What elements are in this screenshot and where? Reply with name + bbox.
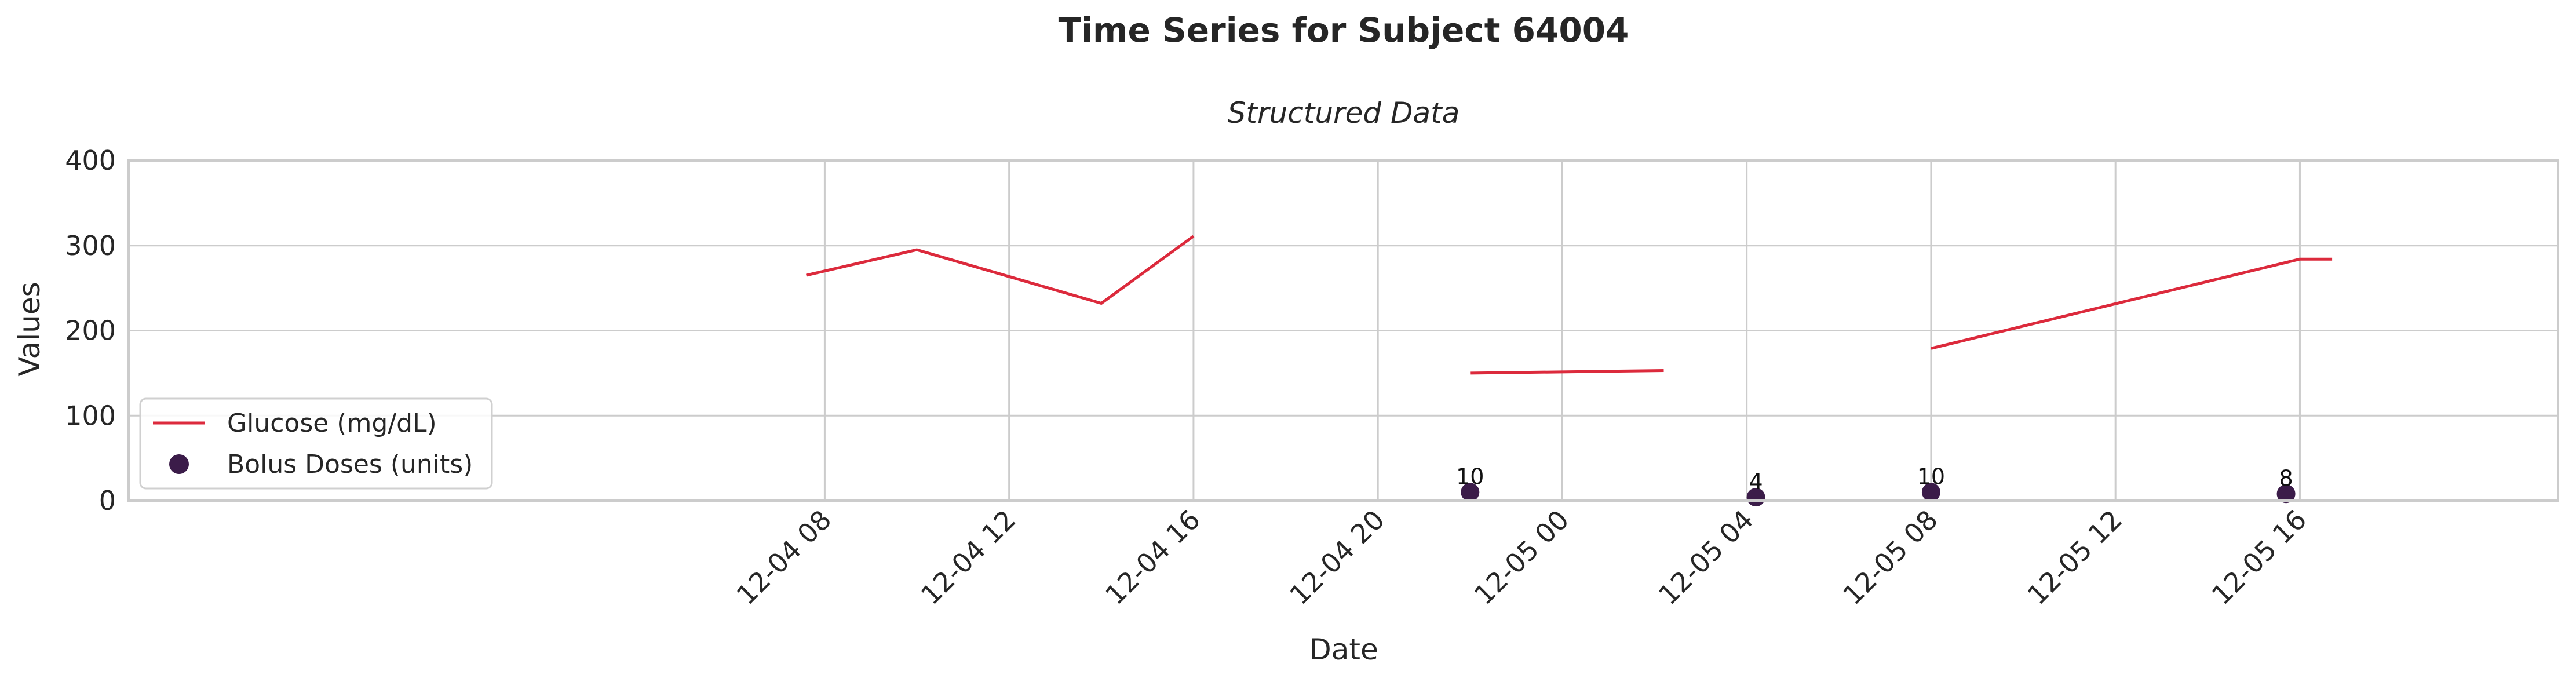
bolus-point [1746, 488, 1765, 507]
bolus-series: 10 4 10 8 [1456, 464, 2296, 507]
legend-bolus-swatch [169, 454, 189, 474]
bolus-value-label: 10 [1917, 464, 1945, 489]
legend-bolus-label: Bolus Doses (units) [227, 450, 473, 479]
x-tick-label: 12-05 00 [1468, 504, 1575, 611]
x-tick-label: 12-05 04 [1652, 504, 1759, 611]
x-tick-label: 12-05 08 [1837, 504, 1943, 611]
glucose-line-segment [1470, 369, 1664, 375]
bolus-point [2276, 484, 2296, 504]
x-tick-label: 12-05 12 [2022, 504, 2128, 611]
glucose-line-segment [806, 235, 1195, 305]
x-tick-label: 12-04 16 [1099, 504, 1206, 611]
x-tick-label: 12-05 16 [2206, 504, 2312, 611]
x-tick-label: 12-04 12 [915, 504, 1021, 611]
y-tick-label: 100 [65, 400, 116, 431]
bolus-value-label: 8 [2279, 465, 2293, 491]
bolus-point [1461, 483, 1480, 502]
glucose-line-segment [1931, 257, 2333, 350]
y-tick-label: 0 [99, 485, 116, 516]
y-tick-label: 200 [65, 315, 116, 347]
bolus-value-label: 10 [1456, 464, 1484, 489]
chart-title: Time Series for Subject 64004 [1059, 10, 1629, 50]
axis-ticks: 0 100 200 300 400 12-04 08 12-04 12 12-04 16 12-… [65, 145, 2312, 611]
x-axis-label: Date [1309, 633, 1378, 666]
y-tick-label: 300 [65, 230, 116, 261]
bolus-point [1921, 483, 1940, 502]
plot-frame [127, 159, 2559, 502]
glucose-series [806, 235, 2333, 375]
y-tick-label: 400 [65, 145, 116, 176]
grid [129, 159, 2558, 502]
legend-glucose-label: Glucose (mg/dL) [227, 409, 437, 438]
x-tick-label: 12-04 20 [1284, 504, 1391, 611]
legend-box [139, 397, 493, 490]
bolus-value-label: 4 [1749, 469, 1763, 494]
chart-subtitle: Structured Data [1228, 96, 1460, 130]
y-axis-label: Values [13, 282, 46, 376]
x-tick-label: 12-04 08 [731, 504, 837, 611]
legend: Glucose (mg/dL) Bolus Doses (units) [139, 397, 493, 490]
